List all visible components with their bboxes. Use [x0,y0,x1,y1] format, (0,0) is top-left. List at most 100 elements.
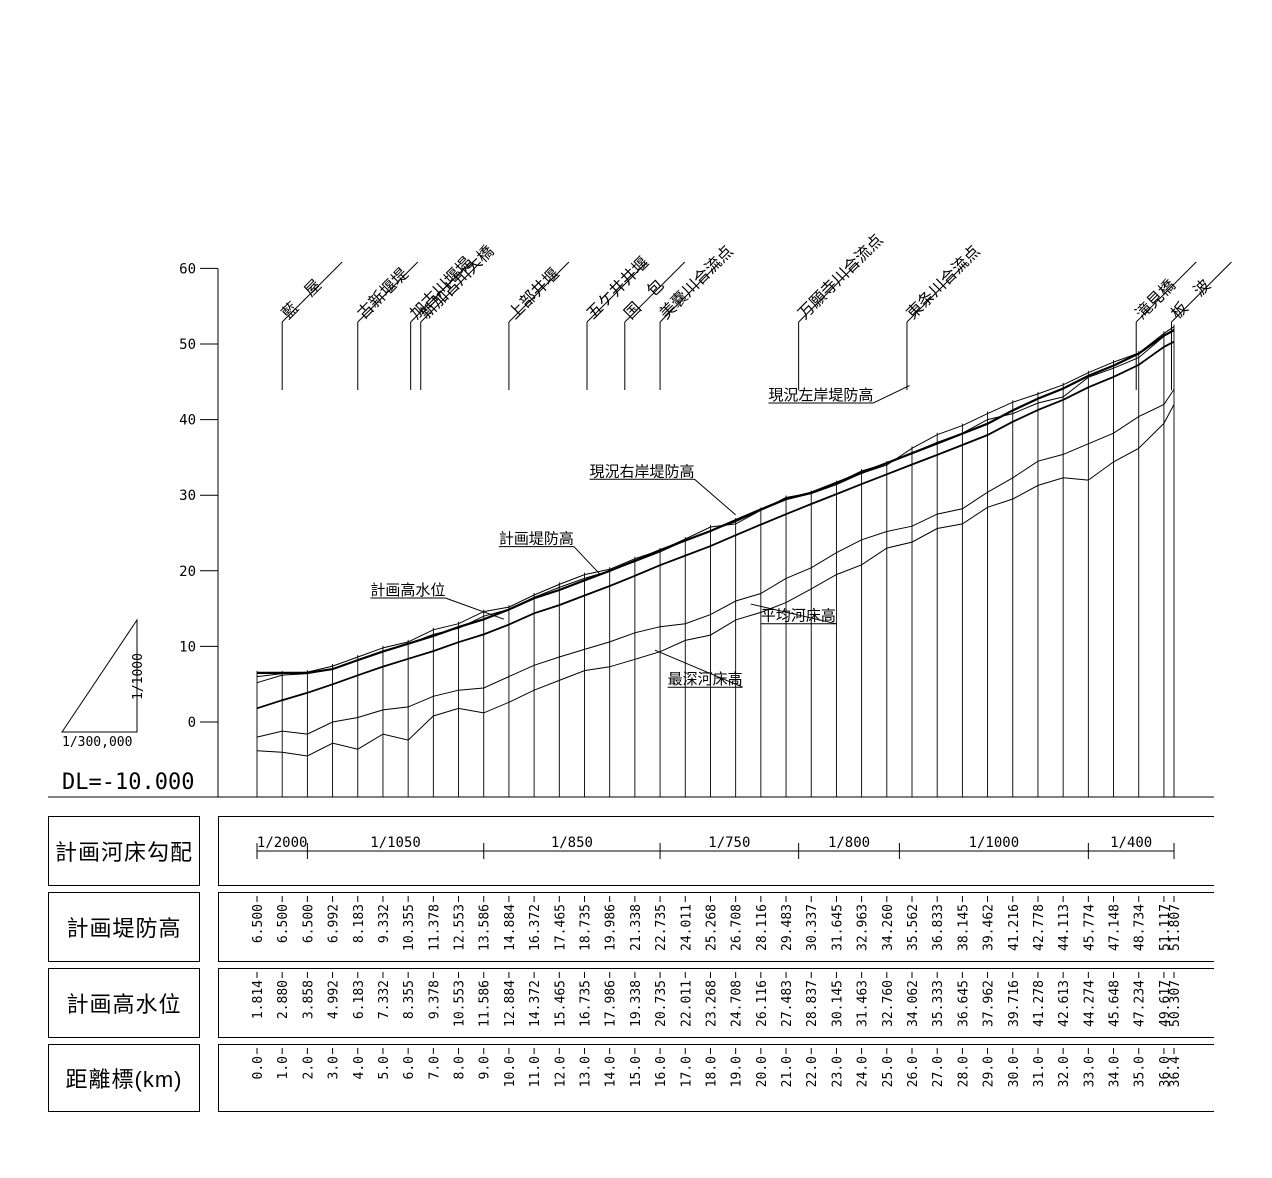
row-box-dike-height [218,892,1214,962]
y-tick-label: 60 [179,261,196,277]
high-water-value: 37.962 [982,980,997,1027]
dike-height-value: 39.462 [982,904,997,951]
distance-value: 18.0 [704,1056,719,1087]
series-4 [256,389,1175,738]
landmark-label: 美嚢川合流点 [655,242,736,323]
dike-height-value: 11.378 [427,904,442,951]
dike-height-value: 42.778 [1032,904,1047,951]
high-water-value: 14.372 [528,980,543,1027]
annotation-label: 現況右岸堤防高 [590,462,695,480]
high-water-value: 4.992 [327,980,342,1019]
annotation-leader [573,546,600,575]
high-water-value: 34.062 [906,980,921,1027]
y-tick-label: 10 [179,639,196,655]
station-verticals [256,324,1175,797]
dike-height-value: 31.645 [830,904,845,951]
high-water-value: 22.011 [679,980,694,1027]
dike-height-value: 21.338 [629,904,644,951]
row-label-distance: 距離標(km) [48,1044,200,1112]
distance-value: 13.0 [579,1056,594,1087]
series-5 [256,404,1175,757]
distance-value: 17.0 [679,1056,694,1087]
high-water-value: 36.645 [956,980,971,1027]
distance-value: 16.0 [654,1056,669,1087]
landmark-slant [624,261,686,323]
distance-value: 6.0 [402,1056,417,1079]
high-water-value: 28.837 [805,980,820,1027]
high-water-value: 41.278 [1032,980,1047,1027]
distance-value: 22.0 [805,1056,820,1087]
landmark-slant [906,261,968,323]
landmark-slant [1135,261,1197,323]
dike-height-value: 6.500 [276,904,291,943]
row-box-high-water [218,968,1214,1038]
horizontal-scale-label: 1/300,000 [62,735,133,750]
high-water-value: 7.332 [377,980,392,1019]
distance-value: 28.0 [956,1056,971,1087]
high-water-value: 31.463 [856,980,871,1027]
dike-height-value: 10.355 [402,904,417,951]
annotation-label: 現況左岸堤防高 [768,386,873,404]
dike-height-value: 51.117 [1158,904,1173,951]
dike-height-value: 47.148 [1108,904,1123,951]
distance-value: 15.0 [629,1056,644,1087]
dike-height-value: 35.562 [906,904,921,951]
y-tick-label: 50 [179,337,196,353]
gradient-label: 1/850 [551,835,593,851]
distance-value: 14.0 [604,1056,619,1087]
row-label-gradient: 計画河床勾配 [48,816,200,886]
dike-height-value: 16.372 [528,904,543,951]
landmark-slant [586,261,648,323]
distance-value: 1.0 [276,1056,291,1079]
high-water-value: 24.708 [730,980,745,1027]
landmark-label: 藍 屋 [278,275,325,322]
y-tick-label: 0 [188,715,196,731]
dike-height-value: 28.116 [755,904,770,951]
distance-value: 23.0 [830,1056,845,1087]
distance-value: 0.0 [251,1056,266,1079]
dike-height-value: 41.216 [1007,904,1022,951]
gradient-label: 1/1000 [969,835,1020,851]
high-water-value: 17.986 [604,980,619,1027]
dike-height-value: 34.260 [881,904,896,951]
dike-height-value: 22.735 [654,904,669,951]
dike-height-value: 14.884 [503,904,518,951]
series-1 [256,340,1175,710]
scale-triangle [61,618,138,733]
distance-value: 36.4 [1168,1056,1183,1087]
landmark-slant [357,261,419,323]
dike-height-value: 12.553 [453,904,468,951]
distance-value: 35.0 [1133,1056,1148,1087]
landmark-slant [281,261,343,323]
distance-value: 36.0 [1158,1056,1173,1087]
high-water-value: 2.880 [276,980,291,1019]
series-3 [256,326,1175,684]
vertical-scale-label: 1/1000 [131,653,146,700]
annotation-leader [694,478,736,516]
row-box-distance [218,1044,1214,1112]
y-tick-label: 20 [179,564,196,580]
distance-value: 19.0 [730,1056,745,1087]
high-water-value: 9.378 [427,980,442,1019]
high-water-value: 20.735 [654,980,669,1027]
landmark-slant [659,261,721,323]
gradient-label: 1/400 [1110,835,1152,851]
dike-height-value: 17.465 [553,904,568,951]
distance-value: 12.0 [553,1056,568,1087]
distance-value: 21.0 [780,1056,795,1087]
dike-height-value: 18.735 [579,904,594,951]
distance-value: 31.0 [1032,1056,1047,1087]
distance-value: 2.0 [301,1056,316,1079]
annotation-label: 計画堤防高 [499,530,574,548]
dike-height-value: 6.500 [301,904,316,943]
dike-height-value: 29.483 [780,904,795,951]
dike-height-value: 45.774 [1082,904,1097,951]
high-water-value: 11.586 [478,980,493,1027]
distance-value: 7.0 [427,1056,442,1079]
y-axis: 0 10 20 30 40 50 60 [179,261,219,797]
landmark-label: 古新堰堤 [353,264,412,323]
landmark-slant [1171,261,1232,323]
series-lines [256,326,1175,757]
